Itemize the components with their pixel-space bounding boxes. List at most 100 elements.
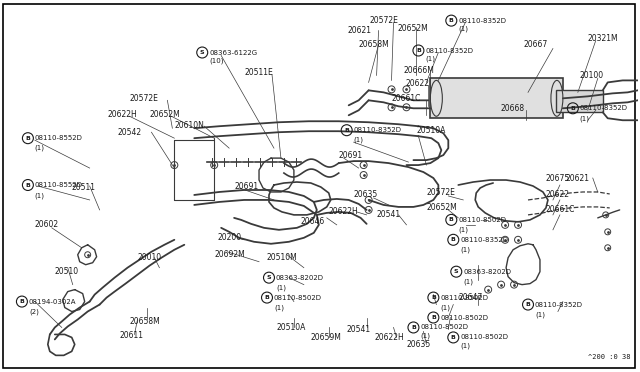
Text: 20659M: 20659M	[311, 333, 342, 342]
Text: 20658M: 20658M	[129, 317, 160, 326]
Text: 20635: 20635	[354, 190, 378, 199]
Text: 08110-8352D: 08110-8352D	[460, 237, 508, 243]
Text: (1): (1)	[460, 247, 470, 253]
Text: 08194-0302A: 08194-0302A	[29, 299, 76, 305]
Text: 08363-8202D: 08363-8202D	[463, 269, 511, 275]
Text: 20691: 20691	[234, 182, 259, 190]
Text: B: B	[451, 335, 456, 340]
Text: 20321M: 20321M	[588, 34, 618, 43]
Text: (1): (1)	[458, 227, 468, 233]
Text: 20511: 20511	[72, 183, 96, 192]
Text: S: S	[454, 269, 459, 274]
Text: 20510: 20510	[55, 267, 79, 276]
Text: (1): (1)	[354, 137, 364, 144]
Text: 20602: 20602	[35, 220, 59, 230]
Text: 20621: 20621	[348, 26, 372, 35]
Text: 20572E: 20572E	[129, 94, 158, 103]
Text: (1): (1)	[274, 304, 284, 311]
Text: (1): (1)	[420, 332, 431, 339]
Text: 20667: 20667	[523, 40, 547, 49]
Text: B: B	[19, 299, 24, 304]
Text: 20675: 20675	[546, 173, 570, 183]
Text: B: B	[264, 295, 269, 300]
Text: (2): (2)	[29, 308, 39, 315]
Text: 20542: 20542	[118, 128, 141, 137]
Text: 20647: 20647	[458, 293, 483, 302]
Text: B: B	[411, 325, 416, 330]
Text: 20541: 20541	[376, 211, 401, 219]
Text: B: B	[26, 183, 30, 187]
Text: 20661C: 20661C	[546, 205, 575, 214]
Text: 08110-8552D: 08110-8552D	[35, 182, 83, 188]
Text: 20668: 20668	[500, 104, 524, 113]
Text: S: S	[200, 50, 205, 55]
Text: (1): (1)	[426, 55, 435, 62]
Text: 20692M: 20692M	[214, 250, 245, 259]
Text: (1): (1)	[535, 311, 545, 318]
Text: (1): (1)	[463, 278, 473, 285]
Text: 08363-8202D: 08363-8202D	[276, 275, 324, 280]
Text: 20510M: 20510M	[267, 253, 298, 262]
Text: 20621: 20621	[566, 173, 590, 183]
Text: 20572E: 20572E	[426, 189, 455, 198]
Text: B: B	[344, 128, 349, 133]
Text: 20652M: 20652M	[397, 24, 428, 33]
Text: S: S	[267, 275, 271, 280]
Text: 20610N: 20610N	[174, 121, 204, 130]
Text: B: B	[451, 237, 456, 242]
Text: 20622H: 20622H	[108, 110, 138, 119]
Text: (1): (1)	[460, 342, 470, 349]
Text: (1): (1)	[580, 115, 590, 122]
Text: (1): (1)	[440, 304, 451, 311]
Text: (1): (1)	[35, 193, 45, 199]
Text: 20646: 20646	[301, 217, 325, 227]
Bar	[430, 78, 563, 118]
Text: B: B	[449, 18, 454, 23]
Text: 20622H: 20622H	[329, 208, 358, 217]
Text: 08110-8502D: 08110-8502D	[274, 295, 322, 301]
Text: 08110-8352D: 08110-8352D	[535, 302, 583, 308]
Text: 20661C: 20661C	[392, 94, 421, 103]
Text: 20622: 20622	[406, 79, 429, 88]
Text: 20622H: 20622H	[374, 333, 404, 342]
Text: 08110-8352D: 08110-8352D	[580, 105, 628, 111]
Text: 20658M: 20658M	[358, 40, 389, 49]
Text: 20666M: 20666M	[403, 66, 435, 75]
Text: 20541: 20541	[347, 325, 371, 334]
Text: B: B	[525, 302, 531, 307]
Text: 20510A: 20510A	[277, 323, 307, 332]
Text: 08110-8552D: 08110-8552D	[35, 135, 83, 141]
Text: 08110-8502D: 08110-8502D	[440, 295, 488, 301]
Text: 20511E: 20511E	[244, 68, 273, 77]
Text: 20100: 20100	[580, 71, 604, 80]
Text: (1): (1)	[35, 145, 45, 151]
Text: 20572E: 20572E	[370, 16, 399, 25]
Text: B: B	[449, 217, 454, 222]
Text: 08363-6122G: 08363-6122G	[209, 49, 257, 55]
Text: B: B	[416, 48, 421, 53]
Text: 20622: 20622	[546, 190, 570, 199]
Text: 08110-8502D: 08110-8502D	[440, 314, 488, 321]
Text: 20652M: 20652M	[426, 203, 457, 212]
Text: 20691: 20691	[339, 151, 363, 160]
Text: 20635: 20635	[406, 340, 431, 349]
Text: 20652M: 20652M	[149, 110, 180, 119]
Text: B: B	[570, 106, 575, 111]
Text: B: B	[431, 295, 436, 300]
Text: 20510A: 20510A	[417, 126, 446, 135]
Text: (1): (1)	[458, 25, 468, 32]
Text: B: B	[431, 315, 436, 320]
Text: 08110-8352D: 08110-8352D	[354, 127, 402, 133]
Text: 08110-8502D: 08110-8502D	[460, 334, 508, 340]
Text: 08110-8352D: 08110-8352D	[458, 17, 506, 24]
Text: 20010: 20010	[138, 253, 162, 262]
Text: (1): (1)	[276, 284, 286, 291]
Text: B: B	[26, 136, 30, 141]
Text: (10): (10)	[209, 57, 224, 64]
Text: 20200: 20200	[217, 233, 241, 242]
Text: ^200 :0 38: ^200 :0 38	[588, 355, 630, 360]
Text: 08110-8502D: 08110-8502D	[420, 324, 468, 330]
Text: 08110-8502D: 08110-8502D	[458, 217, 506, 223]
Bar	[556, 90, 603, 112]
Text: 08110-8352D: 08110-8352D	[426, 48, 474, 54]
